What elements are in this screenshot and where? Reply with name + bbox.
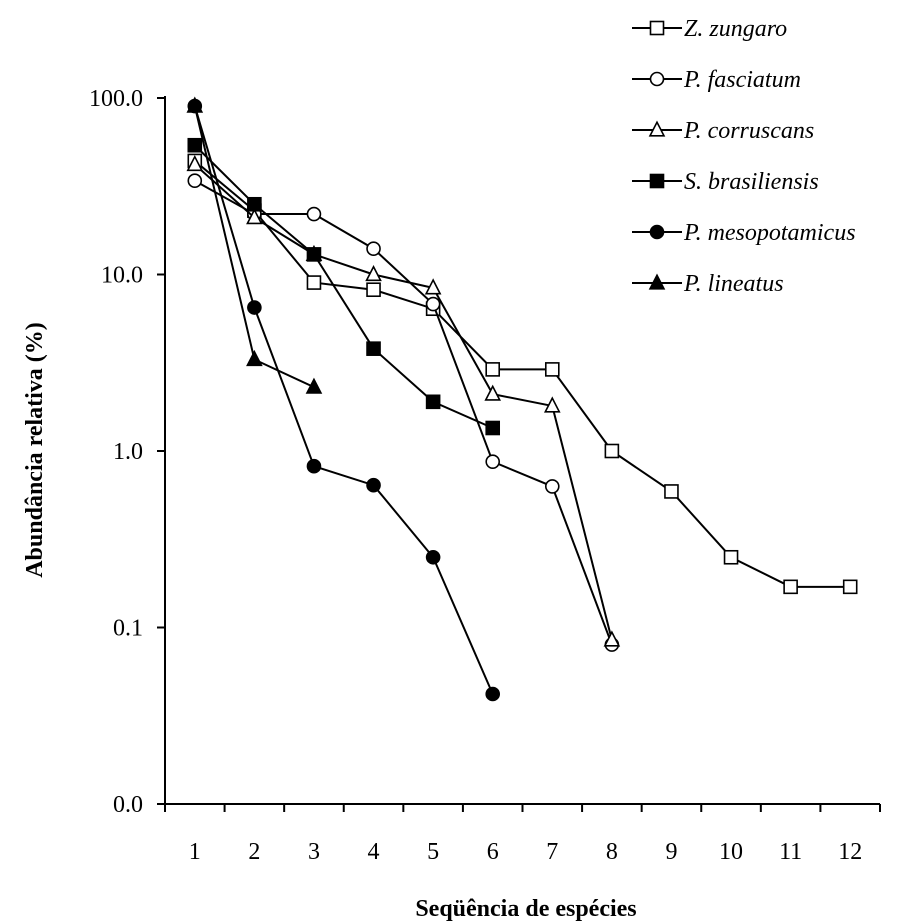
data-point (306, 275, 322, 290)
x-tick-label: 2 (248, 839, 260, 865)
x-tick-label: 7 (546, 839, 558, 865)
data-point (186, 96, 204, 113)
legend-marker (649, 20, 665, 36)
legend-label: P. lineatus (683, 271, 784, 297)
data-point (603, 630, 621, 647)
y-tick-label: 0.0 (113, 792, 143, 818)
legend-label: S. brasiliensis (684, 169, 819, 195)
data-point (485, 420, 501, 436)
x-tick-label: 11 (779, 839, 802, 865)
data-point (425, 549, 441, 565)
series-line (194, 179, 613, 645)
legend-item: P. lineatus (632, 271, 784, 297)
series-5 (187, 98, 501, 702)
data-point (484, 384, 502, 401)
data-point (187, 173, 203, 188)
legend-label: Z. zungaro (684, 16, 787, 42)
y-tick-label: 1.0 (113, 439, 143, 465)
legend-label: P. fasciatum (683, 67, 801, 93)
series-line (193, 105, 315, 389)
legend-item: S. brasiliensis (632, 169, 819, 195)
data-point (305, 377, 323, 394)
legend-item: P. corruscans (632, 118, 814, 144)
data-point (365, 264, 382, 282)
data-point (544, 479, 560, 494)
series-3 (186, 154, 621, 647)
data-point (247, 196, 262, 212)
y-tick-label: 0.1 (113, 616, 143, 642)
legend: Z. zungaro P. fasciatum P. corruscans S. br… (632, 16, 856, 297)
x-tick-label: 10 (719, 839, 743, 865)
legend-marker (648, 273, 666, 290)
y-tick-label: 10.0 (101, 263, 143, 289)
x-tick-label: 1 (189, 839, 201, 865)
legend-item: P. mesopotamicus (632, 220, 856, 246)
legend-label: P. corruscans (683, 118, 814, 144)
series-4 (187, 137, 501, 436)
x-tick-label: 3 (308, 839, 320, 865)
data-point (366, 341, 381, 356)
data-point (485, 362, 501, 377)
data-point (425, 296, 441, 312)
x-axis-title: Seqüência de espécies (415, 896, 636, 922)
data-point (187, 137, 203, 153)
data-point (425, 394, 441, 410)
legend-item: Z. zungaro (632, 16, 787, 42)
series-layer (186, 96, 858, 702)
y-tick-label: 100.0 (89, 86, 143, 112)
data-point (544, 362, 560, 377)
data-point (306, 247, 322, 262)
data-point (664, 484, 679, 499)
data-point (604, 443, 620, 459)
series-line (194, 160, 851, 588)
series-line (194, 144, 494, 429)
data-point (306, 206, 322, 222)
legend-marker (648, 120, 666, 137)
legend-label: P. mesopotamicus (683, 220, 856, 246)
series-line (193, 105, 494, 695)
x-tick-label: 8 (606, 839, 618, 865)
legend-marker (649, 71, 665, 87)
data-point (424, 278, 442, 295)
data-point (246, 208, 263, 225)
data-point (485, 454, 501, 469)
data-point (783, 579, 798, 595)
x-tick-label: 9 (665, 839, 677, 865)
data-point (186, 154, 204, 172)
data-point (246, 349, 263, 367)
series-line (194, 163, 613, 641)
legend-item: P. fasciatum (632, 67, 801, 93)
legend-marker (649, 224, 665, 240)
data-point (543, 396, 561, 413)
x-tick-label: 5 (427, 839, 439, 865)
x-tick-label: 6 (487, 839, 499, 865)
x-tick-label: 4 (368, 839, 380, 865)
series-6 (186, 96, 323, 394)
data-point (366, 477, 381, 493)
data-point (723, 549, 739, 565)
data-point (366, 282, 381, 298)
data-point (306, 458, 322, 474)
x-tick-label: 12 (838, 839, 862, 865)
data-point (366, 241, 381, 257)
legend-marker (649, 173, 665, 189)
data-point (247, 300, 262, 315)
data-point (842, 579, 858, 595)
y-axis-title: Abundância relativa (%) (22, 322, 48, 578)
data-point (485, 686, 501, 702)
